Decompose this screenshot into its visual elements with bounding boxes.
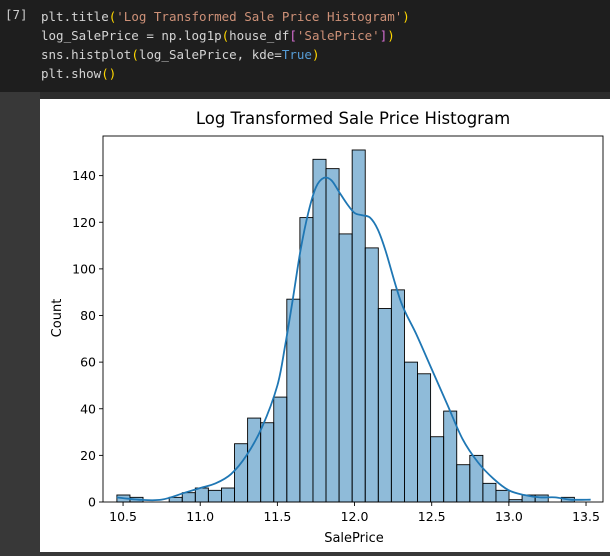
x-tick-label: 13.0 [495,509,523,524]
y-tick-label: 100 [72,261,96,276]
histogram-bar [404,361,418,503]
code-line: log_SalePrice = np.log1p(house_df['SaleP… [41,26,410,45]
code-token: ] [379,28,388,43]
kde-layer [116,176,591,502]
y-axis: 0 20 40 60 80 100 120 140 [72,168,103,510]
histogram-chart: Log Transformed Sale Price Histogram Sal… [50,109,604,546]
y-axis-label: Count [50,299,65,338]
y-tick-label: 20 [80,448,96,463]
histogram-bars [116,149,575,503]
y-tick-label: 40 [80,401,96,416]
execution-count: [7] [5,7,28,22]
output-area: Log Transformed Sale Price Histogram Sal… [40,99,610,552]
histogram-bar [181,492,196,503]
code-token: ) [311,47,320,62]
histogram-bar [273,396,288,503]
x-tick-label: 12.5 [418,509,446,524]
chart-title: Log Transformed Sale Price Histogram [196,109,510,128]
code-token: house_df [229,28,290,43]
y-tick-label: 0 [88,495,96,510]
histogram-bar [417,373,432,503]
plot-frame [102,135,604,503]
cell-divider [0,92,610,99]
histogram-bar [351,149,366,503]
histogram-bar [482,482,497,503]
output-gutter [0,92,40,552]
x-tick-label: 10.5 [109,509,137,524]
histogram-bar [430,436,445,503]
histogram-bar [456,464,471,503]
code-cell[interactable]: [7] plt.title('Log Transformed Sale Pric… [0,0,610,92]
histogram-bar [495,489,510,503]
histogram-bar [364,247,379,503]
code-token: log_SalePrice = np.log1p [41,28,222,43]
code-token: plt.title [41,9,109,24]
code-token: [ [289,28,297,43]
code-token: ( [221,28,230,43]
histogram-bar [390,289,405,503]
histogram-bar [260,422,275,503]
histogram-bar [299,217,314,503]
histogram-bar [312,158,327,503]
code-line: sns.histplot(log_SalePrice, kde=True) [41,45,410,64]
code-token: () [101,66,117,81]
x-axis: 10.5 11.0 11.5 12.0 12.5 13.0 13.5 [109,502,600,524]
x-tick-label: 11.0 [186,509,214,524]
histogram-bar [247,417,262,503]
histogram-bar [325,168,340,503]
histogram-bar [443,410,458,503]
y-tick-label: 60 [80,355,96,370]
x-tick-label: 13.5 [572,509,600,524]
code-token: ) [387,28,395,43]
histogram-bar [207,489,222,503]
code-token: ( [108,9,117,24]
code-token: ) [402,9,410,24]
code-line: plt.show() [41,64,410,83]
code-token: sns.histplot [41,47,132,62]
histogram-bar [234,443,249,503]
code-token: 'Log Transformed Sale Price Histogram' [116,9,403,24]
code-token: 'SalePrice' [296,28,380,43]
code-token: True [281,47,312,62]
y-tick-label: 80 [80,308,96,323]
code-line: plt.title('Log Transformed Sale Price Hi… [41,7,410,26]
code-token: log_SalePrice, kde= [138,47,282,62]
y-tick-label: 120 [72,215,96,230]
histogram-bar [338,233,353,503]
kde-curve [116,176,591,502]
code-editor[interactable]: plt.title('Log Transformed Sale Price Hi… [41,7,410,83]
x-tick-label: 11.5 [263,509,291,524]
x-tick-label: 12.0 [341,509,369,524]
histogram-bar [534,494,549,503]
histogram-bar [377,308,392,503]
y-tick-label: 140 [72,168,96,183]
code-token: ( [131,47,139,62]
histogram-bar [221,487,235,503]
histogram-bar [469,454,484,503]
code-token: plt.show [41,66,102,81]
histogram-bar [194,487,209,503]
x-axis-label: SalePrice [324,531,384,546]
